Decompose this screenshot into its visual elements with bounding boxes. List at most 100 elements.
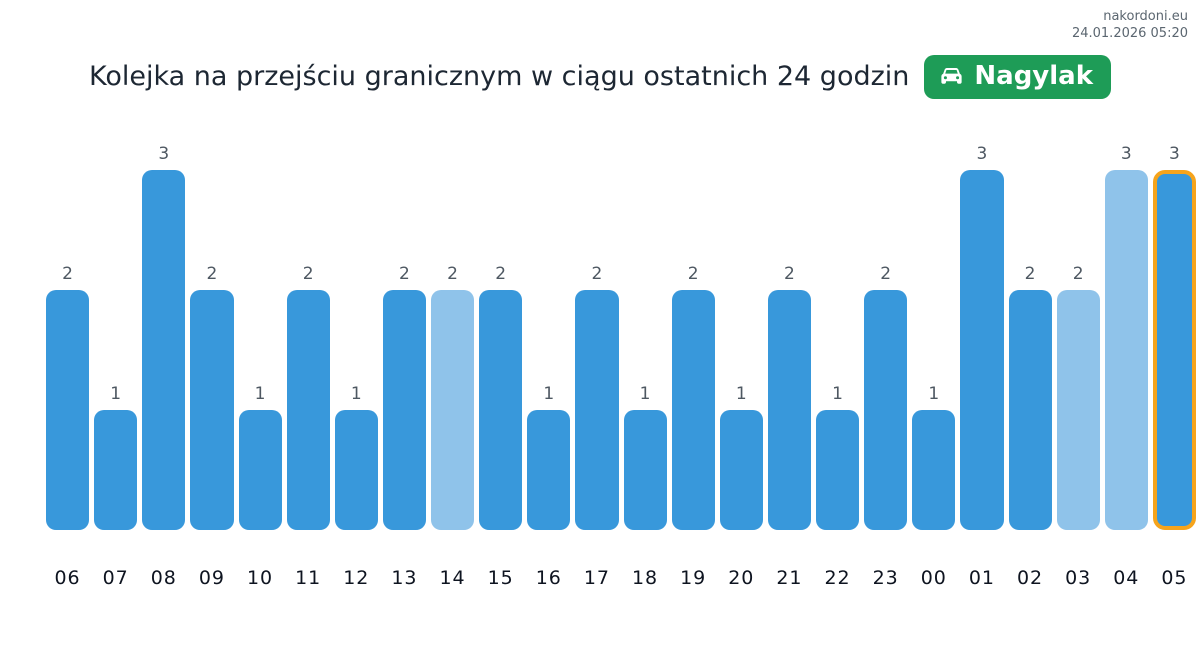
title-row: Kolejka na przejściu granicznym w ciągu … — [0, 55, 1200, 99]
bar-value-label: 3 — [1169, 144, 1180, 164]
bar-column-13: 2 — [382, 264, 426, 530]
bar-hour-12 — [334, 410, 378, 530]
bar-hour-19 — [671, 290, 715, 530]
bar-value-label: 1 — [928, 384, 940, 404]
site-name: nakordoni.eu — [1103, 9, 1188, 24]
bar-value-label: 2 — [399, 264, 410, 284]
bar-column-23: 2 — [864, 264, 908, 530]
x-axis-label-08: 08 — [150, 567, 177, 589]
bar-hour-16 — [527, 410, 571, 530]
x-axis-label-01: 01 — [968, 567, 996, 589]
bar-column-04: 3 — [1104, 144, 1148, 530]
page-title: Kolejka na przejściu granicznym w ciągu … — [88, 61, 910, 93]
bar-column-15: 2 — [479, 264, 523, 530]
bar-value-label: 2 — [687, 264, 699, 284]
bar-hour-01 — [960, 170, 1004, 530]
bar-value-label: 2 — [1072, 264, 1084, 284]
bar-value-label: 1 — [639, 384, 651, 404]
bar-column-12: 1 — [334, 384, 378, 530]
bar-column-07: 1 — [94, 384, 138, 530]
bar-column-18: 1 — [623, 384, 667, 530]
x-axis-label-05: 05 — [1161, 567, 1188, 589]
bar-hour-07 — [94, 410, 138, 530]
x-axis-label-02: 02 — [1016, 567, 1044, 589]
site-header: nakordoni.eu 24.01.2026 05:20 — [1072, 8, 1188, 42]
bar-hour-02 — [1008, 290, 1052, 530]
bar-hour-03 — [1056, 290, 1100, 530]
bar-column-08: 3 — [142, 144, 186, 530]
x-axis-label-13: 13 — [391, 567, 418, 589]
bar-hour-20 — [719, 410, 763, 530]
x-axis-label-09: 09 — [198, 567, 226, 589]
bar-hour-04 — [1104, 170, 1148, 530]
bar-column-11: 2 — [286, 264, 330, 530]
car-front-icon — [938, 63, 965, 90]
bar-value-label: 2 — [495, 264, 507, 284]
bar-value-label: 3 — [158, 144, 170, 164]
bar-column-17: 2 — [575, 264, 619, 530]
bar-value-label: 1 — [735, 384, 747, 404]
x-axis-label-07: 07 — [102, 567, 129, 589]
bar-value-label: 1 — [350, 384, 362, 404]
x-axis-label-00: 00 — [920, 567, 947, 589]
x-axis-label-19: 19 — [680, 567, 707, 589]
timestamp: 24.01.2026 05:20 — [1071, 26, 1188, 41]
x-axis-label-17: 17 — [583, 567, 611, 589]
bar-hour-23 — [864, 290, 908, 530]
bar-hour-11 — [286, 290, 330, 530]
x-axis-label-20: 20 — [728, 567, 755, 589]
bar-value-label: 2 — [447, 264, 458, 284]
x-axis-label-04: 04 — [1113, 567, 1140, 589]
bar-hour-15 — [479, 290, 523, 530]
bar-chart: 2 1 3 2 1 2 1 2 2 2 1 2 1 2 1 2 1 2 1 3 2 2 3 3 — [46, 140, 1196, 530]
bar-hour-10 — [238, 410, 282, 530]
bar-hour-08 — [142, 170, 186, 530]
bar-value-label: 3 — [1120, 144, 1132, 164]
bar-column-09: 2 — [190, 264, 234, 530]
bar-column-19: 2 — [671, 264, 715, 530]
bar-hour-05 — [1152, 170, 1196, 530]
bar-value-label: 3 — [976, 144, 988, 164]
x-axis-label-14: 14 — [439, 567, 466, 589]
bar-column-03: 2 — [1056, 264, 1100, 530]
crossing-badge-label: Nagylak — [974, 61, 1094, 91]
crossing-badge-button[interactable]: Nagylak — [924, 55, 1112, 99]
bar-hour-18 — [623, 410, 667, 530]
x-axis-label-12: 12 — [343, 567, 370, 589]
bar-value-label: 2 — [302, 264, 314, 284]
bar-value-label: 1 — [110, 384, 122, 404]
x-axis-labels: 06 07 08 09 10 11 12 13 14 15 16 17 18 19 20 21 22 23 00 01… — [46, 567, 1196, 589]
bar-column-21: 2 — [767, 264, 811, 530]
bar-value-label: 1 — [254, 384, 266, 404]
x-axis-label-11: 11 — [295, 567, 322, 589]
bar-hour-13 — [382, 290, 426, 530]
x-axis-label-21: 21 — [776, 567, 803, 589]
bar-value-label: 1 — [832, 384, 843, 404]
x-axis-label-06: 06 — [54, 567, 81, 589]
bar-column-06: 2 — [46, 264, 90, 530]
x-axis-label-15: 15 — [487, 567, 514, 589]
x-axis-label-22: 22 — [824, 567, 851, 589]
bar-hour-06 — [46, 290, 90, 530]
bar-value-label: 2 — [880, 264, 892, 284]
x-axis-label-16: 16 — [535, 567, 562, 589]
bar-value-label: 2 — [784, 264, 795, 284]
bar-hour-14 — [431, 290, 475, 530]
bar-value-label: 2 — [62, 264, 73, 284]
bar-column-01: 3 — [960, 144, 1004, 530]
bar-value-label: 2 — [206, 264, 218, 284]
bar-column-00: 1 — [912, 384, 956, 530]
bar-hour-22 — [816, 410, 860, 530]
bar-column-22: 1 — [816, 384, 860, 530]
bar-value-label: 1 — [543, 384, 555, 404]
x-axis-label-03: 03 — [1065, 567, 1092, 589]
x-axis-label-23: 23 — [872, 567, 899, 589]
x-axis-label-18: 18 — [631, 567, 659, 589]
bar-column-05: 3 — [1152, 144, 1196, 530]
bar-column-02: 2 — [1008, 264, 1052, 530]
bar-hour-17 — [575, 290, 619, 530]
bar-column-16: 1 — [527, 384, 571, 530]
x-axis-label-10: 10 — [246, 567, 274, 589]
bar-value-label: 2 — [591, 264, 603, 284]
bar-hour-09 — [190, 290, 234, 530]
